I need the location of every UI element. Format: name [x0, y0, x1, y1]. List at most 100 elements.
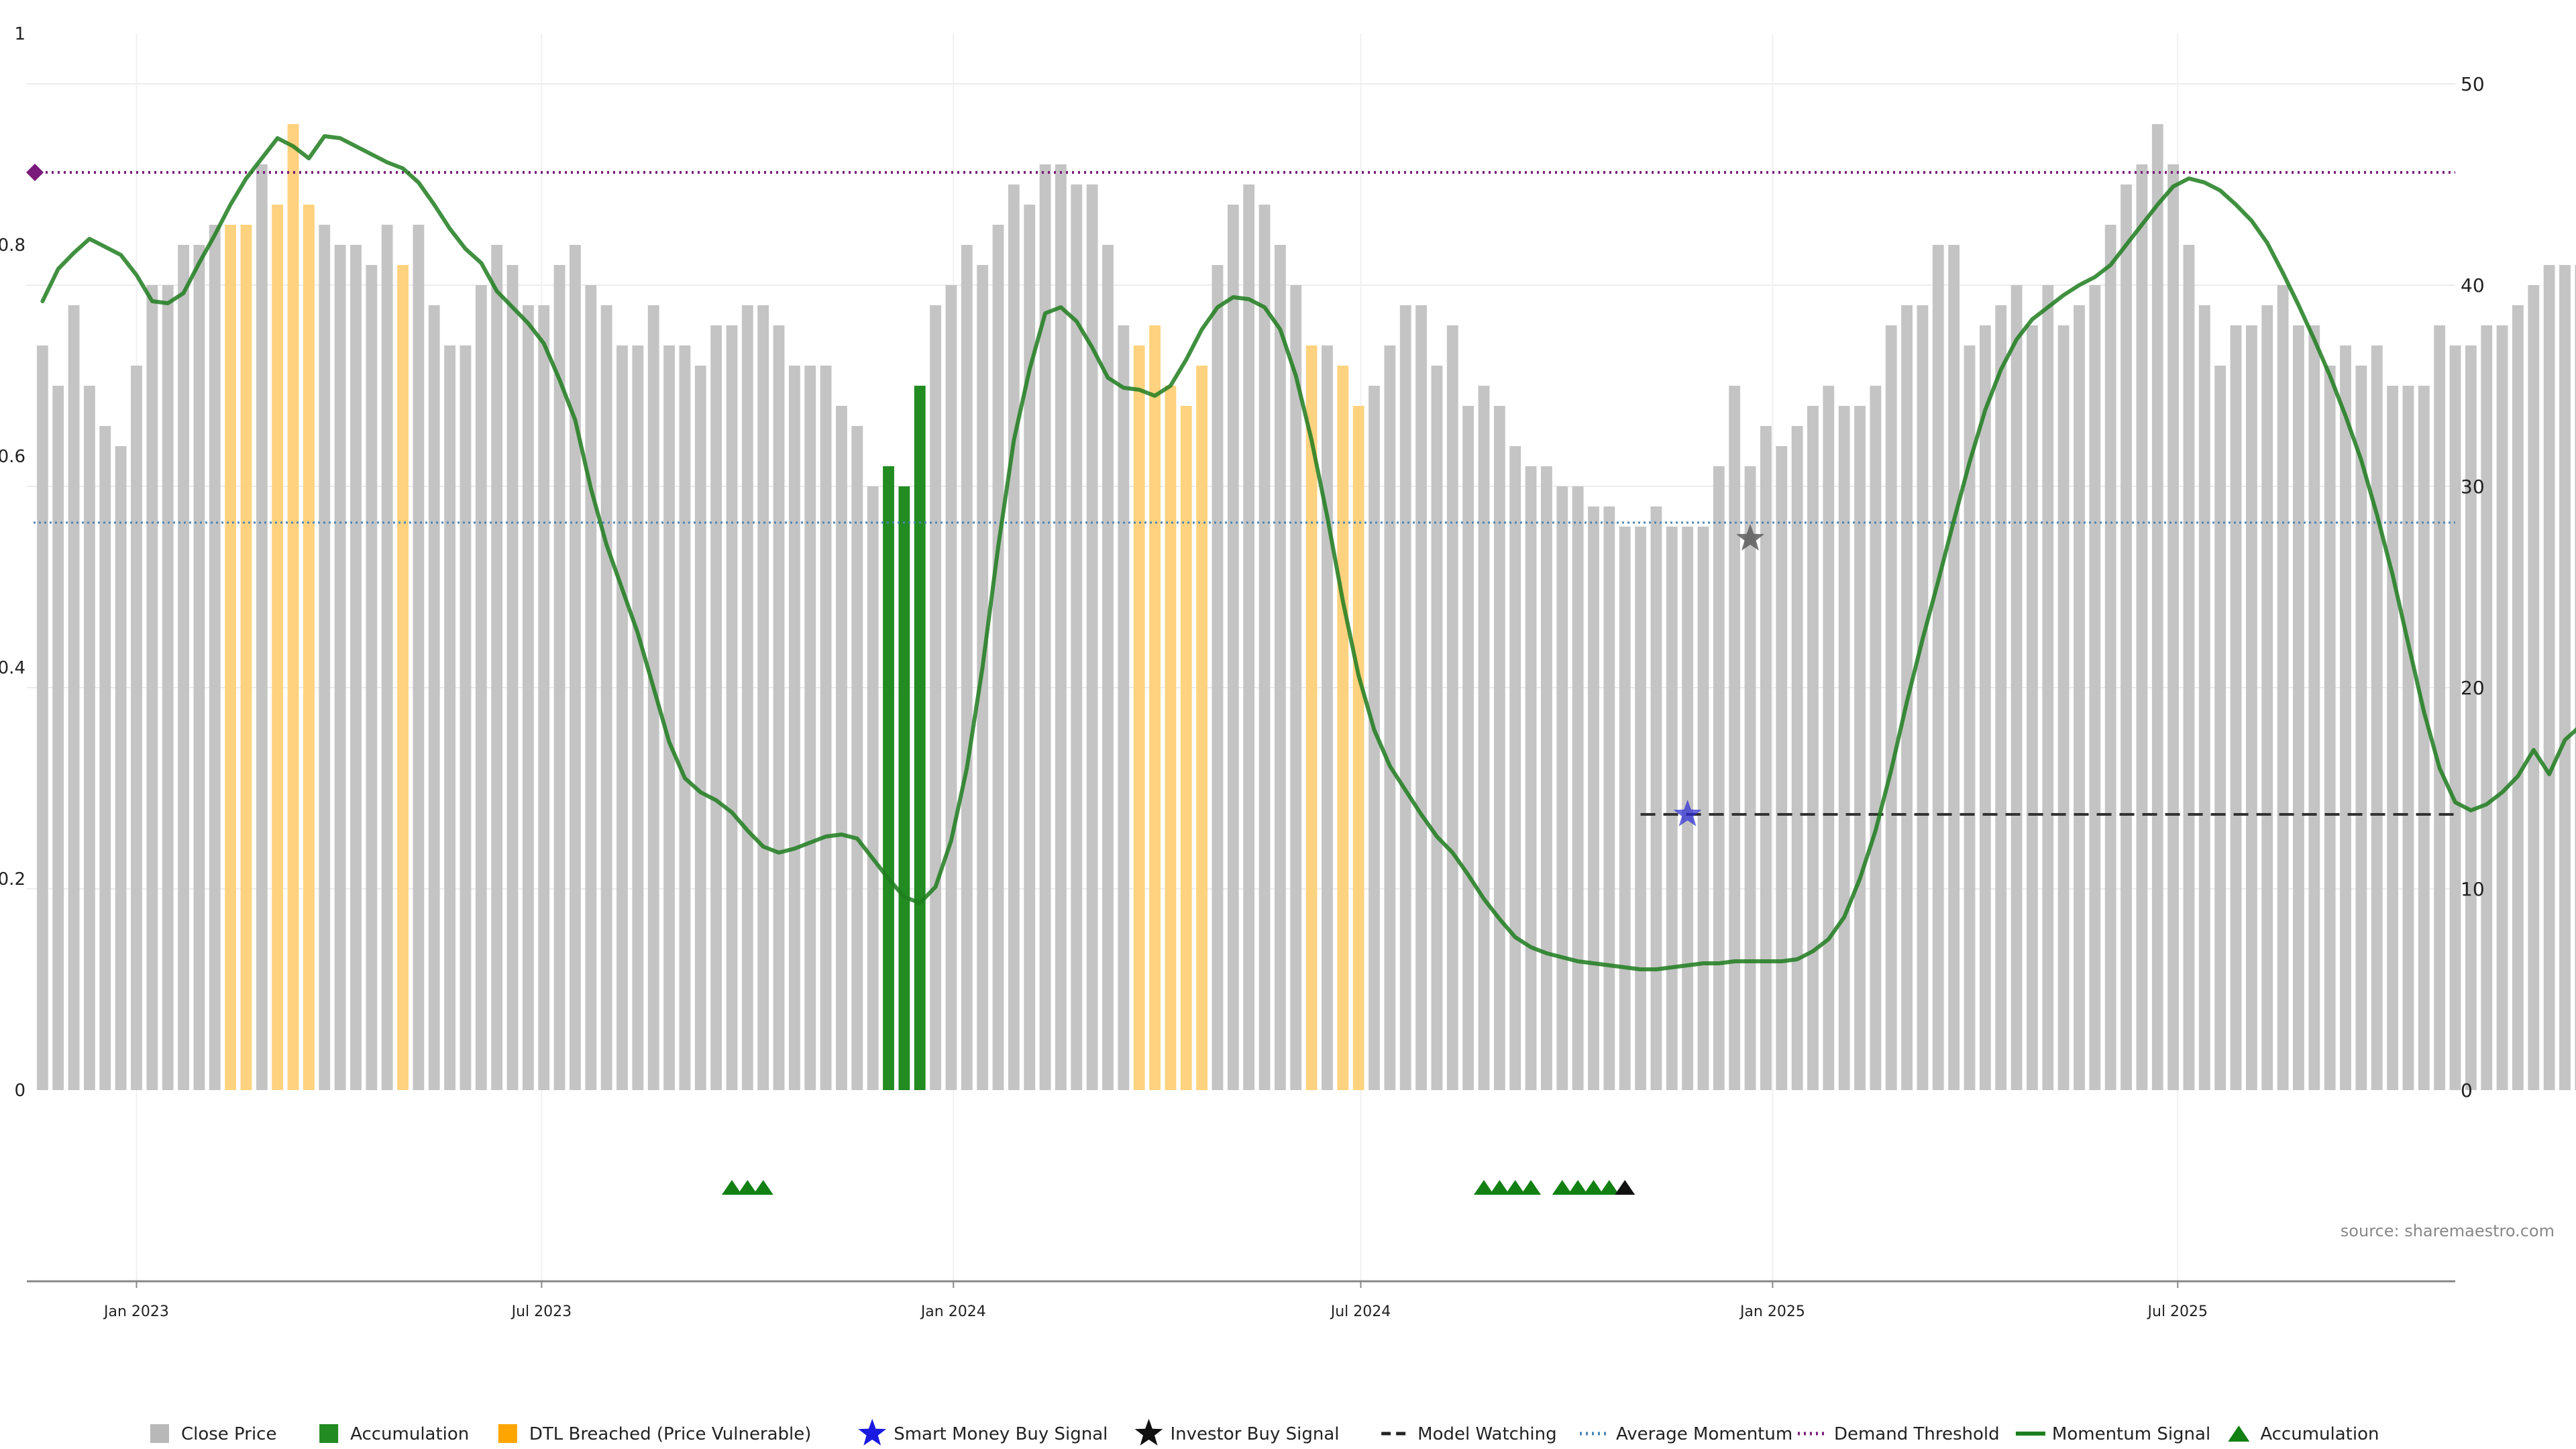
dtl-breached-bar — [1133, 345, 1145, 1090]
dtl-breached-bar — [1196, 366, 1208, 1090]
close-price-bar — [2027, 325, 2038, 1090]
close-price-bar — [381, 225, 393, 1090]
close-price-bar — [2465, 345, 2477, 1090]
close-price-bar — [366, 265, 378, 1090]
close-price-bar — [1964, 345, 1976, 1090]
left-axis-tick-label: 0.8 — [0, 235, 25, 256]
close-price-bar — [1776, 446, 1788, 1090]
legend-label: Model Watching — [1417, 1424, 1556, 1444]
close-price-bar — [2104, 225, 2116, 1090]
close-price-bar — [2167, 164, 2180, 1090]
close-price-bar — [553, 265, 566, 1090]
close-price-bar — [1462, 406, 1474, 1090]
legend-item-investor: Investor Buy Signal — [1134, 1419, 1339, 1446]
close-price-bar — [1322, 345, 1333, 1090]
bars — [36, 124, 2576, 1090]
close-price-bar — [1055, 164, 1067, 1090]
close-price-bar — [68, 305, 80, 1090]
close-price-bar — [1024, 205, 1036, 1090]
close-price-bar — [1791, 426, 1803, 1090]
legend-item-demand: Demand Threshold — [1797, 1424, 2000, 1444]
lines — [26, 134, 2576, 971]
close-price-bar — [851, 426, 863, 1090]
close-price-bar — [52, 386, 64, 1090]
close-price-bar — [334, 245, 346, 1090]
close-price-bar — [2355, 366, 2367, 1090]
close-price-bar — [804, 366, 816, 1090]
accumulation-legend-swatch — [319, 1424, 339, 1443]
accumulation-triangle — [1583, 1180, 1604, 1195]
close-price-bar — [647, 305, 659, 1090]
dtl-breached-bar — [240, 225, 252, 1090]
close-price-bar — [84, 386, 95, 1090]
close-price-bar — [2543, 265, 2555, 1090]
close-price-bar — [1635, 527, 1646, 1090]
accumulation-bar — [914, 386, 926, 1090]
right-axis-tick-label: 0 — [2461, 1079, 2473, 1102]
close-price-bar — [522, 305, 534, 1090]
close-price-bar — [1917, 305, 1929, 1090]
dtl-breached-bar — [225, 225, 237, 1090]
close-price-bar — [444, 345, 455, 1090]
close-price-bar — [2481, 325, 2493, 1090]
triangle-legend-triangle-icon — [2228, 1426, 2250, 1442]
right-axis-tick-label: 20 — [2461, 677, 2485, 699]
close-price-bar — [1227, 205, 1239, 1090]
close-price-bar — [726, 325, 738, 1090]
close-price-bar — [2340, 345, 2351, 1090]
close-price-bar — [1118, 325, 1130, 1090]
close-price-bar — [193, 245, 205, 1090]
close-price-bar — [2387, 386, 2398, 1090]
legend-item-close: Close Price — [150, 1424, 276, 1444]
legend-label: Smart Money Buy Signal — [894, 1424, 1108, 1444]
close-price-bar — [1525, 466, 1537, 1090]
close-price-bar — [2089, 285, 2101, 1090]
close-price-bar — [1948, 245, 1960, 1090]
close-price-bar — [1870, 386, 1882, 1090]
close-price-bar — [1666, 527, 1678, 1090]
close-price-bar — [1995, 305, 2007, 1090]
close-price-bar — [773, 325, 785, 1090]
close-price-bar — [1274, 245, 1286, 1090]
close-price-bar — [679, 345, 691, 1090]
accumulation-triangle — [1505, 1180, 1525, 1195]
close-price-bar — [475, 285, 487, 1090]
close-price-bar — [585, 285, 597, 1090]
dtl-legend-swatch — [498, 1424, 517, 1443]
dtl-breached-bar — [1337, 366, 1349, 1090]
close-price-bar — [1760, 426, 1772, 1090]
close-price-bar — [319, 225, 331, 1090]
close-price-bar — [2418, 386, 2430, 1090]
accumulation-triangle — [1615, 1180, 1635, 1195]
left-axis-tick-label: 1 — [14, 24, 25, 44]
accumulation-triangle — [737, 1180, 758, 1195]
close-price-bar — [570, 245, 581, 1090]
close-price-bar — [2308, 325, 2320, 1090]
close-price-bar — [2261, 305, 2273, 1090]
close-price-bar — [1509, 446, 1521, 1090]
right-axis-tick-label: 10 — [2461, 878, 2485, 900]
close-price-bar — [2245, 325, 2257, 1090]
accumulation-triangle — [753, 1180, 773, 1195]
close-price-bar — [1258, 205, 1271, 1090]
close-price-bar — [694, 366, 706, 1090]
close-price-bar — [741, 305, 753, 1090]
close-price-bar — [710, 325, 722, 1090]
close-price-bar — [961, 245, 973, 1090]
left-axis-tick-label: 0.4 — [0, 658, 25, 678]
x-axis-tick-label: Jan 2024 — [920, 1303, 986, 1320]
close-price-bar — [491, 245, 503, 1090]
x-axis-tick-label: Jul 2023 — [511, 1303, 572, 1320]
close-price-bar — [2214, 366, 2226, 1090]
smart-money-buy-star — [1673, 800, 1702, 826]
close-price-bar — [632, 345, 644, 1090]
close-price-bar — [115, 446, 127, 1090]
close-price-bar — [1807, 406, 1819, 1090]
close-price-bar — [428, 305, 440, 1090]
smart_money-legend-star-icon — [858, 1419, 887, 1446]
close-price-bar — [663, 345, 675, 1090]
close-price-bar — [992, 225, 1004, 1090]
close-price-bar — [1102, 245, 1114, 1090]
right-axis-tick-label: 40 — [2461, 274, 2485, 297]
